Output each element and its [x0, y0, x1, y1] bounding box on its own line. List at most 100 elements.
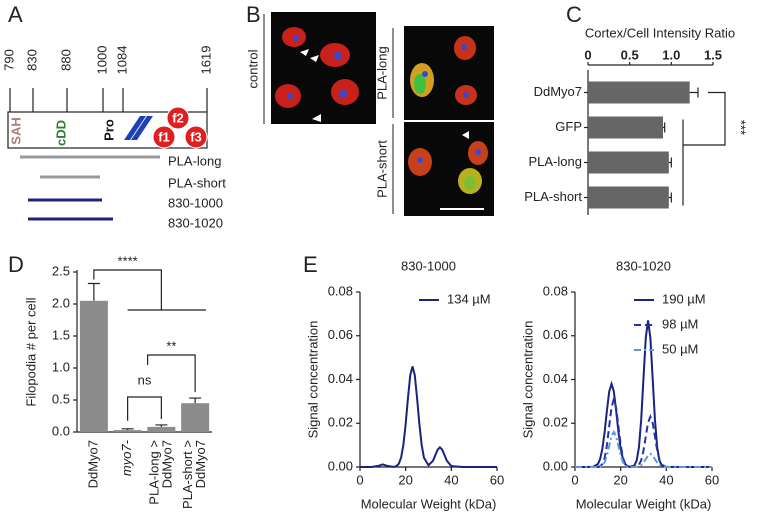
significance-bracket	[93, 269, 206, 311]
chart-title: Cortex/Cell Intensity Ratio	[585, 25, 735, 40]
panel-label: A	[8, 2, 23, 27]
error-bar	[155, 424, 168, 427]
y-tick-label: 2.5	[52, 263, 70, 278]
x-tick-label: 0.5	[621, 47, 639, 62]
y-tick-label: 2.0	[52, 295, 70, 310]
motif-label: f2	[172, 110, 184, 125]
series-line	[360, 366, 497, 468]
y-tick-label: 1.0	[52, 359, 70, 374]
x-tick-label: DdMyo7	[85, 440, 100, 488]
cells	[275, 27, 488, 210]
x-tick-label: DdMyo7	[159, 440, 174, 488]
y-axis-label: Filopodia # per cell	[23, 297, 38, 406]
y-tick-label: 0.06	[543, 327, 568, 342]
error-bar	[121, 428, 134, 431]
motif-label: f1	[158, 129, 170, 144]
position-label: 830	[24, 49, 39, 71]
image-label: control	[245, 49, 260, 88]
panel-label: C	[566, 2, 582, 27]
legend-label: 134 µM	[447, 291, 491, 306]
significance-bracket	[147, 354, 196, 393]
x-tick-label: 1.0	[662, 47, 680, 62]
domain-label: cDD	[53, 120, 68, 146]
image-label: PLA-long	[374, 46, 389, 99]
x-tick-label: DdMyo7	[193, 440, 208, 488]
legend-label: 50 µM	[662, 341, 698, 356]
y-tick-label: PLA-long	[529, 154, 582, 169]
x-tick-label: 0	[584, 47, 591, 62]
position-label: 1619	[198, 46, 213, 75]
x-tick-label: myo7-	[119, 439, 134, 476]
x-tick-label: 60	[490, 472, 504, 487]
y-tick-label: 0.00	[328, 458, 353, 473]
construct-label: PLA-long	[168, 153, 221, 168]
bar	[113, 430, 142, 432]
bar	[588, 151, 669, 174]
image-label: PLA-short	[374, 140, 389, 198]
domain-label: SAH	[8, 117, 23, 144]
significance-bracket	[682, 91, 726, 206]
error-bar	[668, 192, 672, 203]
x-tick-label: 0	[356, 472, 363, 487]
error-bar	[689, 87, 699, 98]
x-axis-label: Molecular Weight (kDa)	[576, 496, 712, 511]
y-tick-label: 0.04	[543, 371, 568, 386]
error-bar	[663, 122, 666, 133]
domain-label: Pro	[101, 119, 116, 141]
panel-label: B	[246, 2, 261, 27]
myth4-mark	[131, 116, 153, 140]
x-axis-label: Molecular Weight (kDa)	[361, 496, 497, 511]
construct-label: 830-1000	[168, 195, 223, 210]
bar	[79, 300, 108, 432]
x-tick-label: 20	[613, 472, 627, 487]
chart-title: 830-1000	[401, 258, 456, 273]
y-tick-label: 0.02	[543, 415, 568, 430]
x-tick-label: 40	[659, 472, 673, 487]
significance-label: ***	[734, 120, 749, 135]
panel-label: E	[303, 252, 318, 277]
bar	[147, 426, 176, 432]
ferm-motif	[152, 125, 176, 149]
y-tick-label: 0.04	[328, 371, 353, 386]
significance-bracket	[127, 396, 162, 421]
position-label: 1084	[114, 46, 129, 75]
x-tick-label: 0	[571, 472, 578, 487]
x-tick-label: PLA-short >	[180, 440, 195, 509]
micrographs: control PLA-long PLA-short	[245, 12, 494, 216]
y-tick-label: 0.5	[52, 391, 70, 406]
series-line	[575, 395, 712, 468]
bar	[181, 403, 210, 432]
ferm-motif	[184, 125, 208, 149]
chart-title: 830-1020	[616, 258, 671, 273]
position-label: 790	[1, 49, 16, 71]
y-tick-label: GFP	[555, 119, 582, 134]
x-tick-label: 1.5	[704, 47, 722, 62]
error-bar	[189, 397, 202, 404]
x-tick-label: 40	[444, 472, 458, 487]
position-label: 880	[58, 49, 73, 71]
error-bar	[87, 282, 100, 301]
y-tick-label: 0.06	[328, 327, 353, 342]
series-line	[575, 429, 712, 468]
y-tick-label: 0.08	[328, 283, 353, 298]
myth4-mark	[124, 116, 146, 140]
y-tick-label: 0.00	[543, 458, 568, 473]
panel-label: D	[8, 252, 24, 277]
construct-label: PLA-short	[168, 175, 226, 190]
bar	[588, 186, 669, 209]
motif-label: f3	[190, 129, 202, 144]
ferm-motif	[166, 106, 190, 130]
position-label: 1000	[94, 46, 109, 75]
bar	[588, 116, 663, 139]
y-axis-label: Signal concentration	[305, 321, 320, 439]
bar	[588, 81, 690, 104]
y-tick-label: 0.08	[543, 283, 568, 298]
legend-label: 190 µM	[662, 291, 706, 306]
y-axis-label: Signal concentration	[520, 321, 535, 439]
error-bar	[668, 157, 672, 168]
y-tick-label: 0.0	[52, 423, 70, 438]
construct-label: 830-1020	[168, 215, 223, 230]
x-tick-label: PLA-long >	[146, 440, 161, 505]
significance-label: ****	[118, 253, 138, 268]
y-tick-label: 1.5	[52, 327, 70, 342]
